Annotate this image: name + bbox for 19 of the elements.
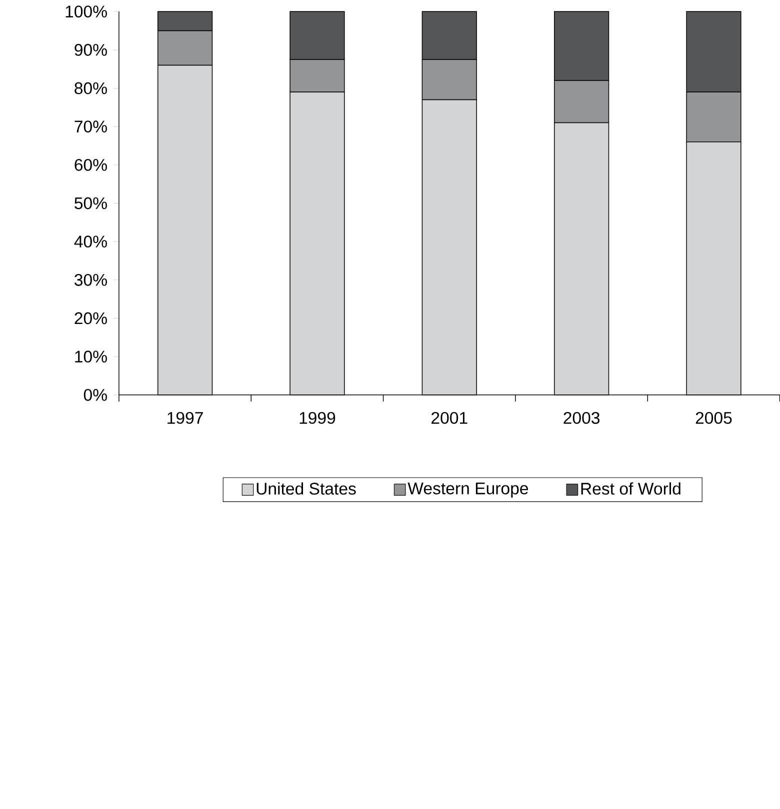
- y-tick-label: 50%: [74, 197, 107, 210]
- y-tick-label: 10%: [75, 350, 107, 363]
- y-tick-label: 80%: [74, 82, 107, 94]
- x-tick-label: 2005: [696, 412, 732, 424]
- y-tick-label: 0%: [84, 388, 107, 401]
- y-tick-label: 40%: [74, 236, 107, 248]
- x-tick-label: 2001: [431, 412, 468, 424]
- y-tick-label: 30%: [74, 274, 107, 286]
- x-tick-label: 1997: [168, 412, 203, 424]
- x-tick-label: 2003: [564, 412, 600, 424]
- legend-label: United States: [256, 482, 356, 495]
- y-tick-label: 20%: [74, 312, 107, 324]
- y-tick-label: 100%: [66, 6, 107, 18]
- y-tick-label: 60%: [74, 158, 107, 171]
- y-tick-label: 90%: [74, 44, 107, 56]
- x-tick-label: 1999: [300, 412, 336, 424]
- legend-label: Western Europe: [408, 482, 528, 498]
- y-tick-label: 70%: [74, 120, 107, 133]
- legend-label: Rest of World: [581, 482, 680, 495]
